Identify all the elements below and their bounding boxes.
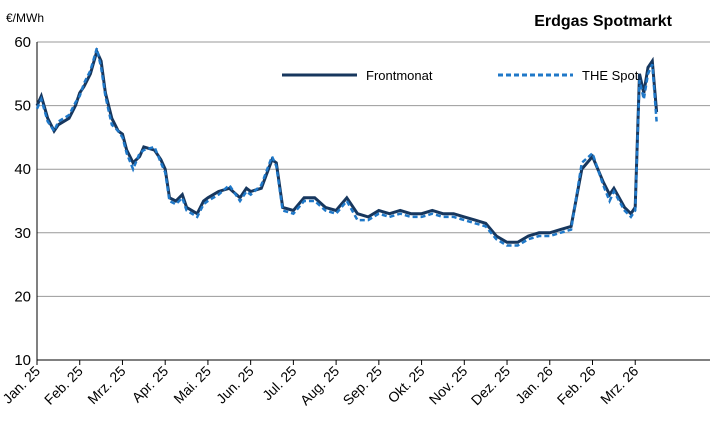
x-tick-label: Sep. 25 xyxy=(340,363,386,409)
y-tick-label: 30 xyxy=(14,225,31,242)
x-tick-label: Dez. 25 xyxy=(468,363,514,409)
x-tick-label: Okt. 25 xyxy=(384,363,427,406)
x-tick-label: Mrz. 25 xyxy=(84,363,128,407)
y-tick-label: 50 xyxy=(14,98,31,115)
legend-label: Frontmonat xyxy=(366,68,433,83)
y-tick-label: 20 xyxy=(14,288,31,305)
y-tick-label: 40 xyxy=(14,161,31,178)
x-tick-label: Mai. 25 xyxy=(170,363,214,407)
x-tick-label: Aug. 25 xyxy=(297,363,343,409)
series-line xyxy=(35,48,658,247)
x-tick-label: Jun. 25 xyxy=(213,363,257,407)
y-axis-unit: €/MWh xyxy=(6,11,44,25)
x-tick-label: Jul. 25 xyxy=(259,363,300,404)
x-tick-label: Apr. 25 xyxy=(129,363,172,406)
x-tick-label: Mrz. 26 xyxy=(597,363,641,407)
chart-title: Erdgas Spotmarkt xyxy=(534,13,672,30)
x-tick-label: Jan. 25 xyxy=(0,363,43,407)
x-tick-label: Feb. 25 xyxy=(41,363,86,408)
x-tick-label: Feb. 26 xyxy=(554,363,599,408)
y-tick-label: 10 xyxy=(14,352,31,369)
legend-label: THE Spot xyxy=(582,68,639,83)
y-tick-label: 60 xyxy=(14,34,31,51)
series-line xyxy=(35,47,659,244)
x-tick-label: Jan. 26 xyxy=(512,363,556,407)
x-tick-label: Nov. 25 xyxy=(426,363,471,408)
